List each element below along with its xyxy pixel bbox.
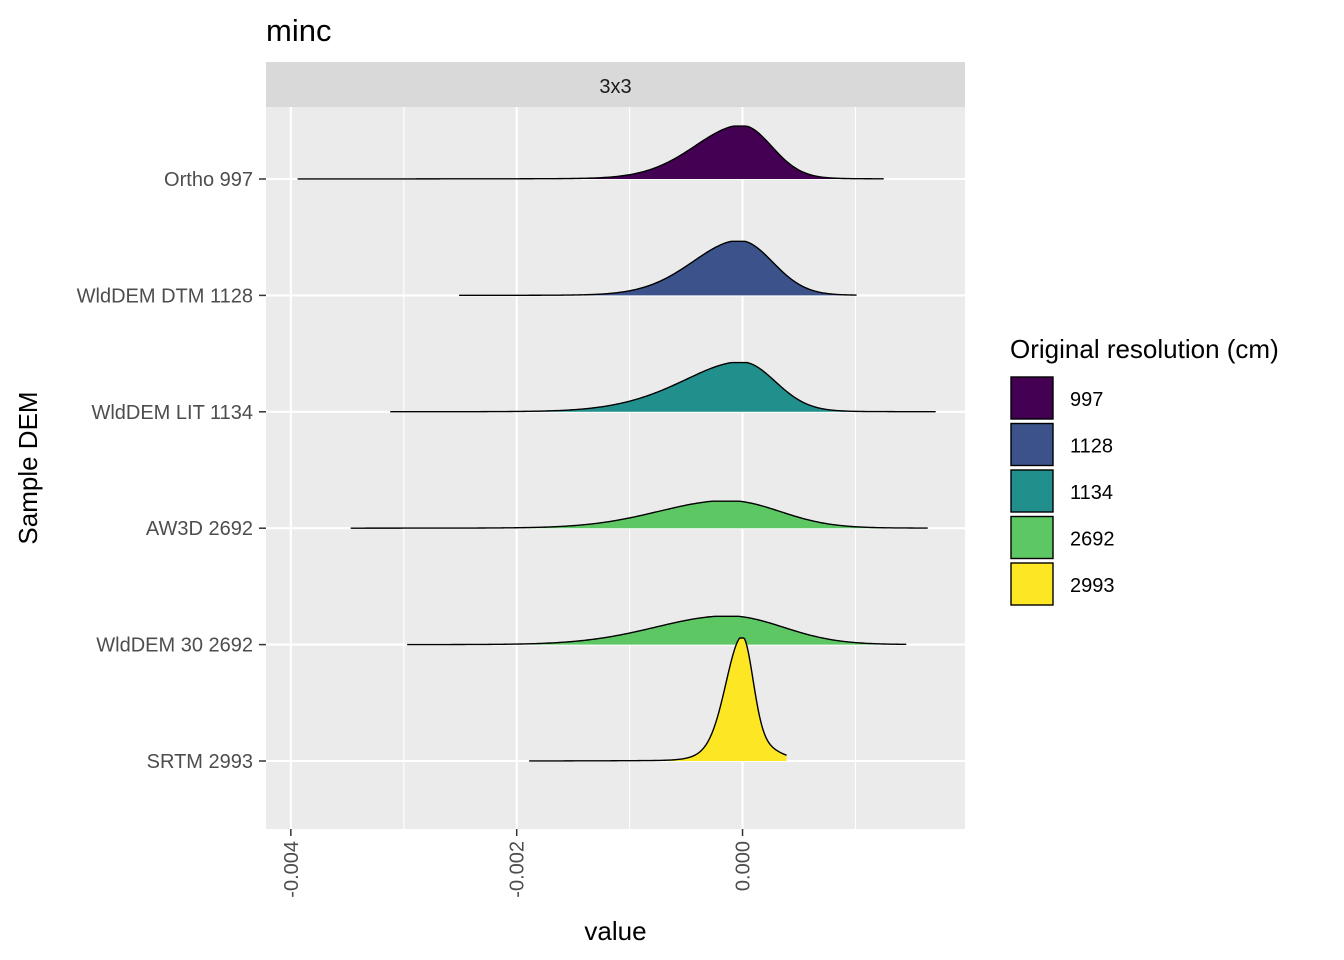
legend-title: Original resolution (cm) [1010, 334, 1279, 364]
y-tick-label-4: WldDEM 30 2692 [96, 635, 253, 657]
ridge-outline-0 [297, 125, 884, 180]
plot-panel [266, 107, 965, 829]
ridge-outline-4 [407, 615, 907, 646]
legend-label-3: 2692 [1070, 529, 1115, 551]
ridge-fill-3 [350, 501, 928, 529]
y-tick-label-5: SRTM 2993 [147, 751, 253, 773]
y-tick-label-1: WldDEM DTM 1128 [77, 285, 253, 307]
y-tick-label-3: AW3D 2692 [146, 518, 253, 540]
ridge-fill-2 [390, 362, 936, 412]
legend-swatch-0 [1010, 376, 1054, 420]
chart-title: minc [266, 13, 331, 48]
x-tick-label-2: 0.000 [733, 841, 755, 891]
density-ridges [297, 125, 936, 762]
facet-strip [266, 62, 965, 107]
legend-swatch-3 [1010, 515, 1054, 560]
legend-swatch-4 [1010, 562, 1054, 606]
ridge-fill-5 [529, 638, 787, 761]
ridge-outline-5 [529, 637, 787, 762]
y-axis-title: Sample DEM [13, 391, 43, 544]
x-tick-label-1: -0.002 [507, 841, 529, 898]
y-tick-label-0: Ortho 997 [164, 169, 253, 191]
ridge-fill-0 [297, 126, 884, 179]
y-axis: Ortho 997 WldDEM DTM 1128 WldDEM LIT 1134 A… [77, 169, 266, 773]
ridge-outline-2 [390, 361, 936, 413]
y-tick-label-2: WldDEM LIT 1134 [91, 402, 253, 424]
legend: Original resolution (cm) 997 1128 1134 2692… [1010, 334, 1279, 606]
ridge-outline-1 [459, 240, 857, 297]
legend-label-1: 1128 [1070, 436, 1113, 458]
legend-label-2: 1134 [1070, 482, 1113, 504]
legend-swatch-1 [1010, 422, 1054, 467]
legend-swatch-2 [1010, 469, 1054, 513]
x-axis: -0.004 -0.002 0.000 [281, 829, 755, 898]
x-tick-label-0: -0.004 [281, 841, 303, 898]
legend-label-4: 2993 [1070, 575, 1115, 597]
x-axis-title: value [584, 916, 646, 946]
ridge-outline-3 [350, 500, 928, 529]
facet-strip-label: 3x3 [599, 76, 631, 98]
ridge-fill-4 [407, 616, 907, 645]
legend-label-0: 997 [1070, 389, 1103, 411]
ridge-fill-1 [459, 241, 857, 296]
